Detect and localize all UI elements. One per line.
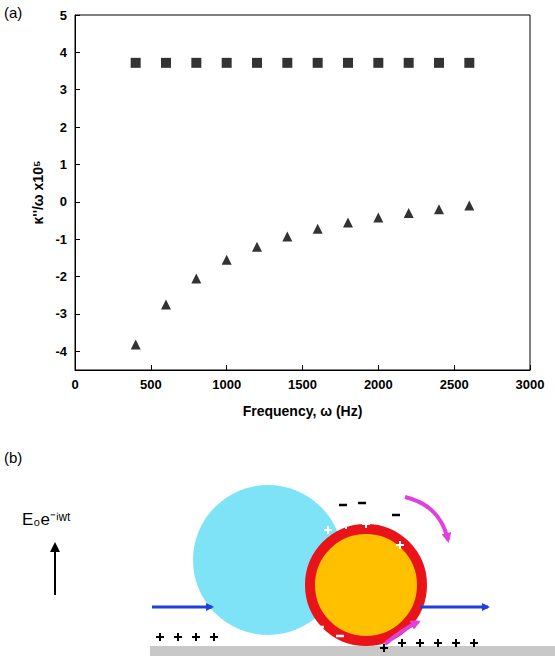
svg-text:2500: 2500 bbox=[440, 377, 469, 392]
svg-text:-3: -3 bbox=[55, 306, 67, 321]
svg-text:-4: -4 bbox=[55, 344, 67, 359]
svg-text:E₀e⁻ⁱʷᵗ: E₀e⁻ⁱʷᵗ bbox=[22, 510, 71, 529]
svg-text:2: 2 bbox=[60, 120, 67, 135]
svg-text:κ''/ω x10⁵: κ''/ω x10⁵ bbox=[30, 160, 46, 224]
svg-text:Frequency, ω (Hz): Frequency, ω (Hz) bbox=[243, 403, 363, 419]
svg-text:(a): (a) bbox=[4, 4, 22, 21]
svg-text:4: 4 bbox=[60, 45, 68, 60]
svg-text:3000: 3000 bbox=[516, 377, 545, 392]
svg-text:-1: -1 bbox=[55, 232, 67, 247]
svg-text:0: 0 bbox=[71, 377, 78, 392]
svg-text:1: 1 bbox=[60, 157, 67, 172]
svg-text:0: 0 bbox=[60, 194, 67, 209]
svg-text:3: 3 bbox=[60, 82, 67, 97]
svg-text:2000: 2000 bbox=[364, 377, 393, 392]
svg-text:500: 500 bbox=[140, 377, 162, 392]
svg-text:(b): (b) bbox=[4, 449, 22, 466]
svg-text:1000: 1000 bbox=[212, 377, 241, 392]
svg-text:5: 5 bbox=[60, 8, 67, 23]
svg-text:1500: 1500 bbox=[288, 377, 317, 392]
svg-text:-2: -2 bbox=[55, 269, 67, 284]
